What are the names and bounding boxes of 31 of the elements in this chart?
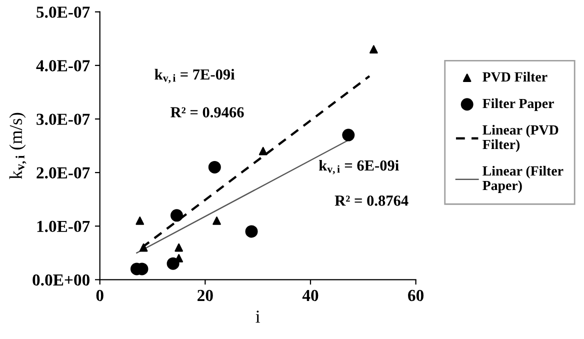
x-tick-label: 40 — [302, 290, 318, 302]
x-axis-title: i — [256, 310, 260, 323]
legend-label: Filter Paper — [482, 98, 554, 111]
x-tick-label: 20 — [198, 290, 213, 302]
legend-label: PVD Filter — [482, 72, 548, 82]
annotation: R² = 0.8764 — [334, 196, 408, 206]
legend-label: Linear (PVD Filter) — [482, 124, 558, 152]
x-tick-label: 0 — [96, 290, 104, 302]
annotation: k$_{v,i}$ = 7E-09i — [154, 68, 235, 84]
point — [174, 243, 184, 252]
point — [212, 216, 221, 225]
y-tick-label: 4.0E-07 — [36, 60, 90, 72]
point — [170, 209, 183, 222]
y-tick-label: 2.0E-07 — [36, 167, 90, 179]
point — [136, 216, 144, 225]
point — [245, 225, 258, 238]
x-tick-label: 60 — [408, 290, 424, 302]
point — [208, 160, 221, 174]
y-tick-label: 1.0E-07 — [37, 220, 90, 232]
point — [166, 257, 180, 270]
y-tick-label: 5.0E-07 — [36, 6, 90, 18]
point — [370, 45, 378, 54]
point — [342, 128, 355, 142]
legend-label: Linear (Filter Paper) — [482, 166, 564, 194]
y-axis-title: k$_{v,i}$ (m/s) — [9, 112, 26, 180]
y-tick-label: 0.0E+00 — [32, 274, 90, 286]
y-tick-label: 3.0E-07 — [36, 114, 90, 126]
annotation: k$_{v,i}$ = 6E-09i — [318, 160, 399, 174]
point — [139, 243, 148, 252]
annotation: R² = 0.9466 — [170, 107, 244, 118]
point — [258, 146, 268, 156]
